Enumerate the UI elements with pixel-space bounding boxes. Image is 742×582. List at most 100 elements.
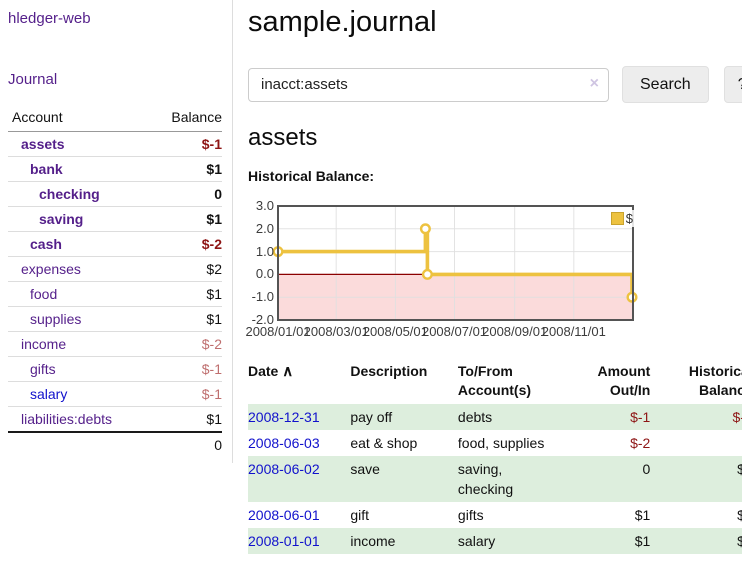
- account-name-cell: checking: [8, 181, 152, 207]
- chart-legend: $: [608, 210, 635, 227]
- transaction-date-link[interactable]: 2008-06-02: [248, 461, 320, 477]
- y-axis-tick-label: 0.0: [255, 266, 274, 282]
- x-axis-tick-label: 2008/11/01: [541, 324, 606, 339]
- account-link-checking[interactable]: checking: [39, 186, 100, 202]
- transaction-date-link[interactable]: 2008-12-31: [248, 409, 320, 425]
- main-content: sample.journal × Search ? assets Histori…: [233, 0, 742, 554]
- accounts-header-account: Account: [8, 105, 152, 132]
- register-description-cell: save: [350, 461, 380, 477]
- account-balance: $1: [151, 156, 222, 182]
- x-axis-tick-label: 2008/03/01: [303, 324, 369, 339]
- account-link-income[interactable]: income: [21, 336, 67, 352]
- account-link-saving[interactable]: saving: [39, 211, 84, 227]
- register-header-row: Date ∧ Description To/From Account(s) Am…: [248, 360, 742, 404]
- register-accounts-cell: food, supplies: [457, 435, 545, 451]
- accounts-table: Account Balance assets $-1 bank $1 checking 0…: [8, 105, 222, 457]
- account-balance: $-1: [151, 356, 222, 382]
- register-row: 2008-06-01 gift gifts $1 $2: [248, 502, 742, 528]
- x-axis-tick-label: 2008/07/01: [421, 324, 488, 339]
- register-date-cell: 2008-01-01: [248, 528, 350, 554]
- account-name-cell: cash: [8, 231, 152, 257]
- register-date-cell: 2008-12-31: [248, 404, 350, 430]
- register-date-cell: 2008-06-02: [248, 456, 350, 502]
- account-link-supplies[interactable]: supplies: [30, 311, 82, 327]
- account-row: gifts $-1: [8, 356, 222, 382]
- register-header-balance: Historical Balance: [688, 363, 742, 398]
- register-table: Date ∧ Description To/From Account(s) Am…: [248, 360, 742, 554]
- register-description-cell: income: [350, 533, 396, 549]
- account-name-cell: saving: [8, 206, 152, 232]
- sort-ascending-icon: ∧: [282, 363, 294, 380]
- account-name-cell: salary: [8, 381, 152, 407]
- x-axis-tick-label: 2008/01/01: [245, 324, 311, 339]
- nav-journal-link[interactable]: Journal: [8, 71, 58, 88]
- accounts-total-value: 0: [151, 431, 222, 457]
- register-accounts-cell: debts: [457, 409, 493, 425]
- account-row: income $-2: [8, 331, 222, 357]
- register-table-body: 2008-12-31 pay off debts $-1 $-1 2008-06-03 ea…: [248, 404, 742, 554]
- account-link-cash[interactable]: cash: [30, 236, 62, 252]
- register-date-cell: 2008-06-01: [248, 502, 350, 528]
- register-amount-cell: 0: [563, 456, 658, 502]
- accounts-header-balance: Balance: [151, 105, 222, 132]
- y-axis-tick-label: -2.0: [251, 312, 274, 327]
- register-balance-cell: $2: [658, 502, 742, 528]
- register-header-description: Description: [350, 363, 428, 379]
- account-link-liabilities-debts[interactable]: liabilities:debts: [21, 411, 113, 427]
- y-axis-tick-label: 3.0: [255, 198, 274, 213]
- register-amount-cell: $-1: [563, 404, 658, 430]
- register-description-cell: gift: [350, 507, 370, 523]
- amount-value: $1: [634, 507, 651, 523]
- amount-value: $1: [634, 533, 651, 549]
- account-heading: assets: [248, 124, 318, 151]
- balance-value: $1: [737, 533, 742, 549]
- accounts-header-row: Account Balance: [8, 105, 222, 132]
- clear-search-icon[interactable]: ×: [589, 74, 599, 92]
- y-axis-tick-label: -1.0: [251, 289, 274, 305]
- transaction-date-link[interactable]: 2008-01-01: [248, 533, 320, 549]
- register-accounts-cell: salary: [457, 533, 496, 549]
- register-accounts-cell: saving, checking: [457, 461, 514, 497]
- amount-value: 0: [642, 461, 651, 477]
- account-link-food[interactable]: food: [30, 286, 58, 302]
- account-row: expenses $2: [8, 256, 222, 282]
- transaction-date-link[interactable]: 2008-06-01: [248, 507, 320, 523]
- x-axis-tick-label: 2008/05/01: [362, 324, 428, 339]
- balance-value: $-1: [732, 409, 742, 425]
- register-amount-cell: $1: [563, 502, 658, 528]
- help-button[interactable]: ?: [723, 66, 742, 103]
- search-row: × Search ?: [248, 66, 742, 103]
- amount-value: $-2: [630, 435, 651, 451]
- register-row: 2008-06-03 eat & shop food, supplies $-2 0: [248, 430, 742, 456]
- search-input[interactable]: [248, 67, 609, 102]
- search-button[interactable]: Search: [622, 66, 709, 103]
- account-balance: $-2: [151, 231, 222, 257]
- register-description-cell: pay off: [350, 409, 393, 425]
- account-row: assets $-1: [8, 131, 222, 157]
- account-row: bank $1: [8, 156, 222, 182]
- account-link-salary[interactable]: salary: [30, 386, 68, 402]
- account-row: cash $-2: [8, 231, 222, 257]
- account-balance: $1: [151, 281, 222, 307]
- amount-value: $-1: [630, 409, 651, 425]
- transaction-date-link[interactable]: 2008-06-03: [248, 435, 320, 451]
- register-amount-cell: $1: [563, 528, 658, 554]
- account-row: salary $-1: [8, 381, 222, 407]
- account-name-cell: income: [8, 331, 152, 357]
- account-name-cell: assets: [8, 131, 152, 157]
- app-title-link[interactable]: hledger-web: [8, 10, 91, 27]
- chart-plot-area: [272, 205, 638, 321]
- register-balance-cell: 0: [658, 430, 742, 456]
- balance-value: $2: [737, 461, 742, 477]
- register-header-date[interactable]: Date ∧: [248, 363, 294, 380]
- account-balance: $1: [151, 306, 222, 332]
- account-name-cell: food: [8, 281, 152, 307]
- account-row: checking 0: [8, 181, 222, 207]
- account-link-assets[interactable]: assets: [21, 136, 65, 152]
- account-link-bank[interactable]: bank: [30, 161, 63, 177]
- account-link-expenses[interactable]: expenses: [21, 261, 81, 277]
- accounts-total-row: 0: [8, 431, 222, 457]
- search-box: ×: [248, 67, 609, 102]
- account-link-gifts[interactable]: gifts: [30, 361, 56, 377]
- register-row: 2008-12-31 pay off debts $-1 $-1: [248, 404, 742, 430]
